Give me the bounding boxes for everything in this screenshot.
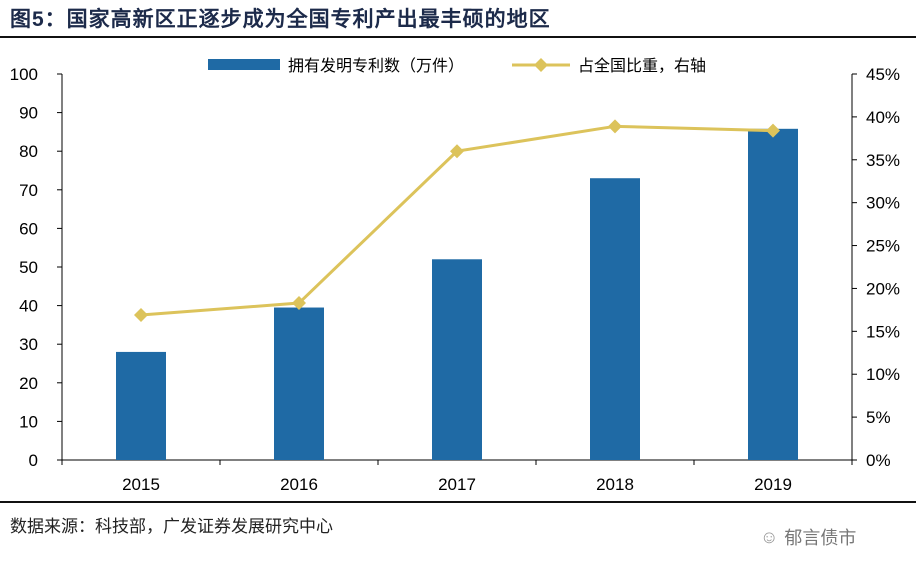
left-tick-label: 80 (19, 142, 38, 161)
right-tick-label: 0% (866, 451, 891, 470)
watermark: ☺ 郁言债市 (760, 524, 856, 550)
top-rule (0, 36, 916, 38)
share-marker-2017 (450, 144, 464, 159)
left-tick-label: 100 (10, 65, 38, 84)
wechat-icon: ☺ (760, 526, 779, 547)
left-tick-label: 40 (19, 297, 38, 316)
legend-bar-swatch (208, 59, 280, 70)
left-tick-label: 20 (19, 374, 38, 393)
left-tick-label: 50 (19, 258, 38, 277)
left-tick-label: 60 (19, 219, 38, 238)
source-note: 数据来源：科技部，广发证券发展研究中心 (10, 517, 333, 536)
bar-2017 (432, 259, 482, 460)
share-marker-2019 (766, 123, 780, 138)
legend-line-marker (534, 58, 548, 72)
bar-2016 (274, 307, 324, 460)
right-tick-label: 20% (866, 279, 900, 298)
left-tick-label: 90 (19, 104, 38, 123)
left-tick-label: 0 (29, 451, 38, 470)
left-tick-label: 10 (19, 412, 38, 431)
share-marker-2016 (292, 296, 306, 311)
x-tick-label: 2015 (122, 475, 160, 494)
right-tick-label: 30% (866, 194, 900, 213)
left-tick-label: 70 (19, 181, 38, 200)
bar-2015 (116, 351, 166, 460)
right-tick-label: 15% (866, 322, 900, 341)
x-tick-label: 2019 (754, 475, 792, 494)
watermark-text: 郁言债市 (784, 528, 857, 548)
bottom-rule (0, 501, 916, 503)
right-tick-label: 10% (866, 365, 900, 384)
figure-title: 图5：国家高新区正逐步成为全国专利产出最丰硕的地区 (10, 8, 551, 31)
x-tick-label: 2016 (280, 475, 318, 494)
chart: 0 10 20 30 40 50 60 70 80 90 100 0% 5% 10% 15% 20% 25% 30… (10, 57, 900, 494)
x-tick-label: 2018 (596, 475, 634, 494)
right-tick-label: 40% (866, 108, 900, 127)
right-tick-label: 25% (866, 237, 900, 256)
right-tick-label: 35% (866, 151, 900, 170)
share-marker-2018 (608, 119, 622, 134)
right-tick-label: 5% (866, 408, 891, 427)
right-tick-label: 45% (866, 65, 900, 84)
x-tick-label: 2017 (438, 475, 476, 494)
share-marker-2015 (134, 308, 148, 323)
bar-2018 (590, 178, 640, 460)
left-tick-label: 30 (19, 335, 38, 354)
legend-bar-label: 拥有发明专利数（万件） (288, 57, 464, 75)
bar-2019 (748, 128, 798, 460)
legend-line-label: 占全国比重，右轴 (578, 57, 706, 75)
